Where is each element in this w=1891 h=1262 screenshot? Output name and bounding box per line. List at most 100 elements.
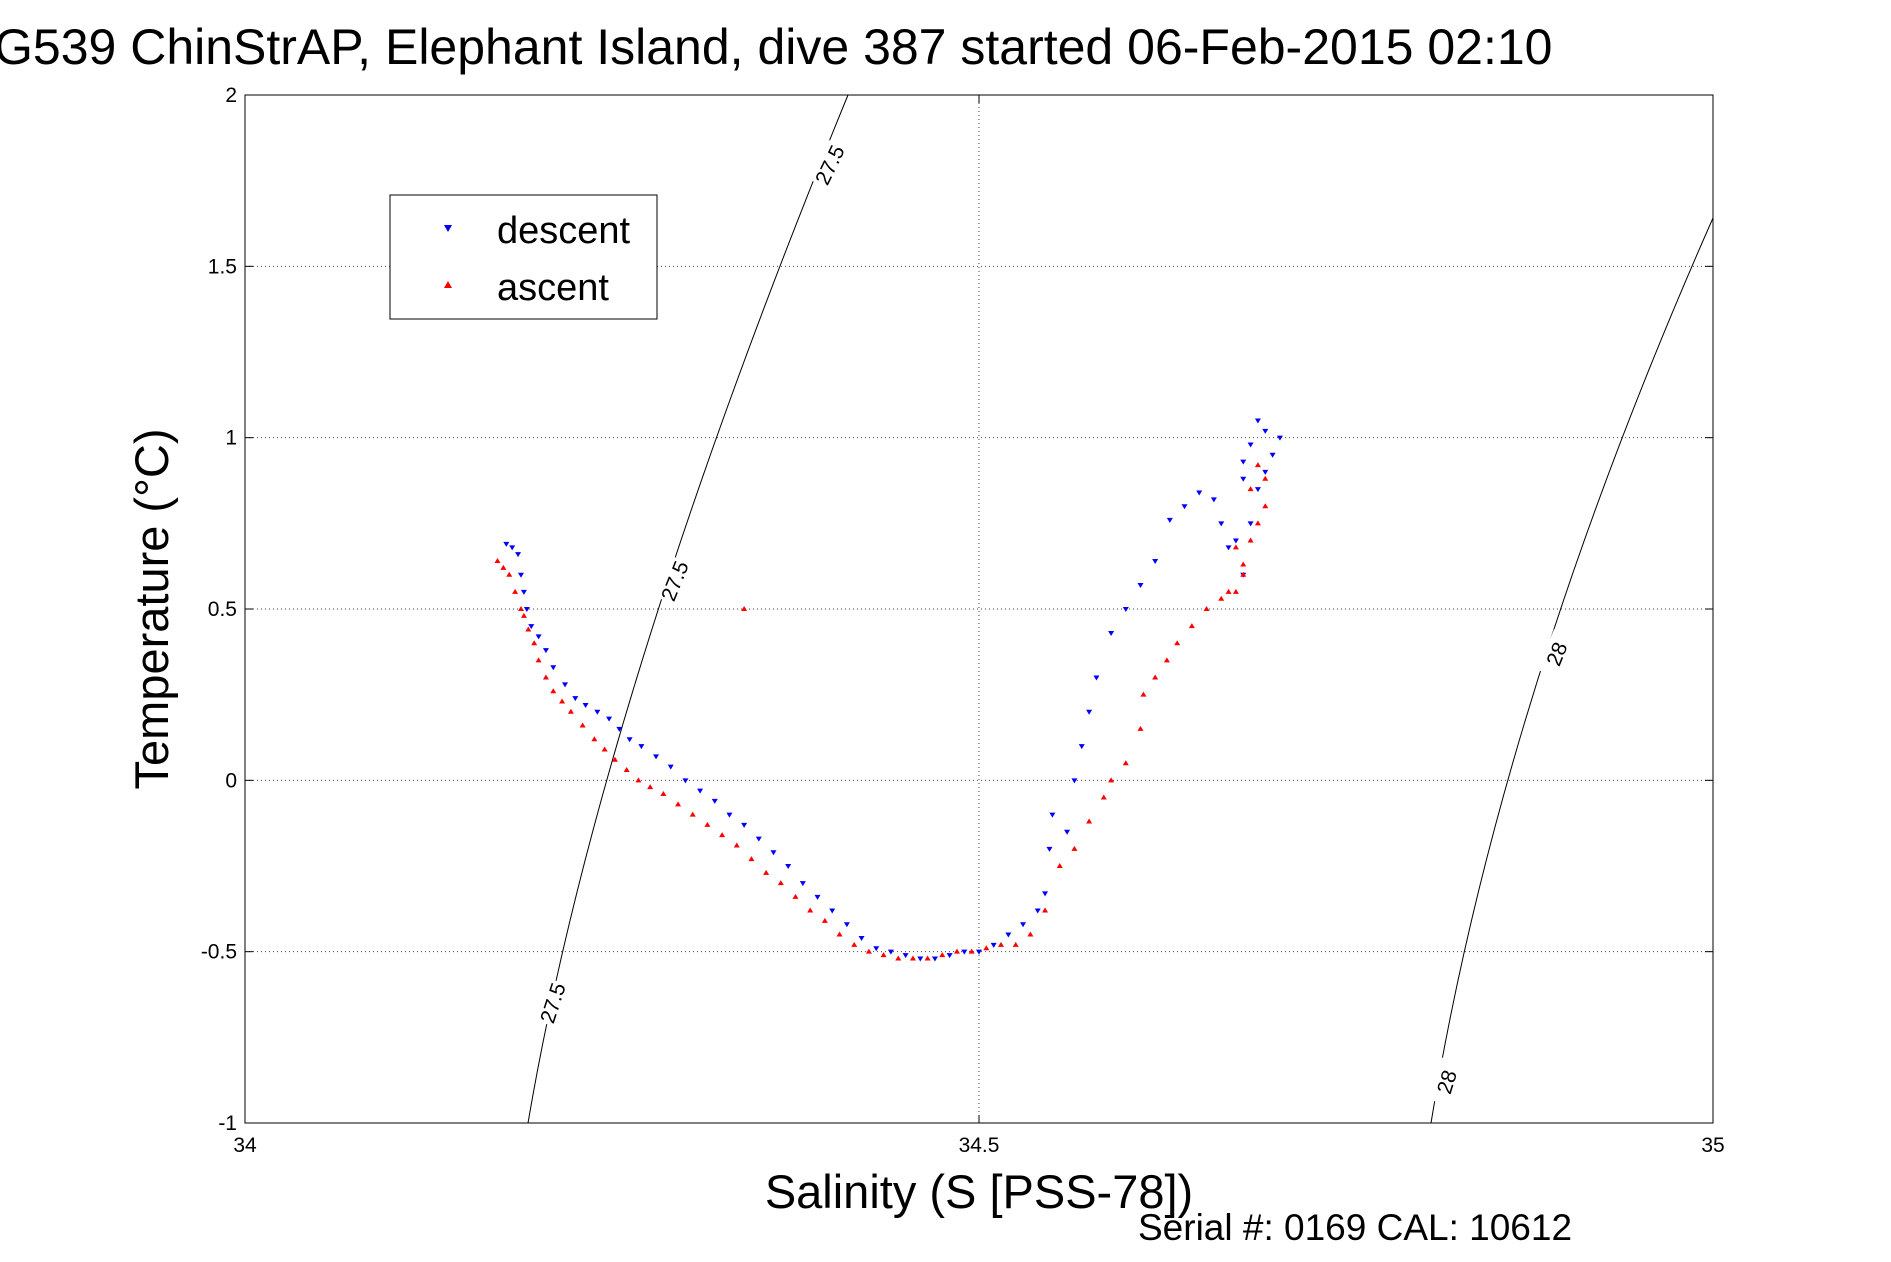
descent-point bbox=[1254, 418, 1261, 424]
ascent-point bbox=[792, 893, 799, 899]
ascent-point bbox=[1240, 561, 1247, 567]
serial-footer: Serial #: 0169 CAL: 10612 bbox=[1138, 1207, 1572, 1248]
descent-point bbox=[1034, 908, 1041, 914]
ascent-point bbox=[1262, 503, 1269, 509]
ascent-point bbox=[939, 952, 946, 958]
descent-point bbox=[961, 949, 968, 955]
ascent-point bbox=[1140, 691, 1147, 697]
ascent-point bbox=[909, 955, 916, 961]
descent-point bbox=[1166, 517, 1173, 523]
descent-point bbox=[1196, 490, 1203, 496]
descent-point bbox=[535, 634, 542, 640]
ascent-point bbox=[1174, 640, 1181, 646]
descent-point bbox=[697, 788, 704, 794]
descent-point bbox=[785, 864, 792, 869]
ascent-point bbox=[865, 948, 872, 954]
ascent-point bbox=[1071, 845, 1078, 851]
descent-point bbox=[990, 942, 997, 948]
ascent-point bbox=[748, 856, 755, 862]
descent-point bbox=[1247, 521, 1254, 527]
ascent-point bbox=[623, 767, 630, 773]
ascent-point bbox=[777, 880, 784, 886]
descent-point bbox=[741, 822, 748, 828]
descent-point bbox=[829, 908, 836, 914]
descent-point bbox=[572, 696, 579, 702]
ascent-point bbox=[1254, 462, 1261, 468]
isopycnal-label-bg bbox=[809, 139, 851, 191]
ascent-point bbox=[567, 708, 574, 714]
ascent-point bbox=[1240, 571, 1247, 577]
legend-marker-ascent bbox=[444, 281, 452, 288]
ascent-point bbox=[968, 948, 975, 954]
descent-point bbox=[1240, 459, 1247, 465]
ascent-point bbox=[1188, 623, 1195, 629]
legend-box bbox=[389, 194, 658, 320]
descent-point bbox=[1262, 469, 1269, 475]
y-tick-label: 1.5 bbox=[208, 255, 237, 278]
descent-point bbox=[1049, 812, 1056, 818]
ascent-point bbox=[1247, 537, 1254, 543]
descent-point bbox=[528, 624, 535, 630]
data-points bbox=[494, 418, 1283, 962]
isopycnal-label-bg bbox=[1537, 629, 1577, 679]
ascent-point bbox=[763, 869, 770, 875]
ascent-point bbox=[733, 842, 740, 848]
ascent-point bbox=[535, 657, 542, 663]
descent-point bbox=[1046, 846, 1053, 852]
ascent-point bbox=[821, 917, 828, 923]
descent-point bbox=[509, 545, 516, 551]
descent-point bbox=[582, 702, 589, 708]
descent-point bbox=[814, 894, 821, 900]
descent-point bbox=[638, 744, 645, 750]
ascent-point bbox=[1225, 588, 1232, 594]
ascent-point bbox=[880, 952, 887, 958]
descent-point bbox=[562, 682, 569, 688]
descent-point bbox=[1042, 891, 1049, 897]
descent-point bbox=[515, 552, 522, 558]
descent-point bbox=[902, 953, 909, 959]
ascent-point bbox=[983, 945, 990, 951]
ascent-point bbox=[924, 955, 931, 961]
ascent-point bbox=[1152, 674, 1159, 680]
descent-point bbox=[1093, 675, 1100, 681]
legend-label-ascent: ascent bbox=[497, 267, 609, 309]
descent-point bbox=[542, 648, 549, 654]
descent-point bbox=[946, 953, 953, 959]
x-axis-label: Salinity (S [PSS-78]) bbox=[765, 1165, 1193, 1218]
descent-point bbox=[1152, 559, 1159, 565]
descent-point bbox=[1254, 487, 1261, 493]
descent-point bbox=[1137, 583, 1144, 589]
descent-point bbox=[520, 589, 527, 595]
ascent-point bbox=[704, 821, 711, 827]
descent-point bbox=[1262, 428, 1269, 434]
ascent-point bbox=[1137, 725, 1144, 731]
ascent-point bbox=[1232, 588, 1239, 594]
chart-title: G539 ChinStrAP, Elephant Island, dive 38… bbox=[0, 19, 1552, 75]
descent-point bbox=[1240, 476, 1247, 482]
ascent-point bbox=[611, 756, 618, 762]
isopycnal-line bbox=[1430, 217, 1714, 1124]
descent-point bbox=[626, 737, 633, 743]
descent-point bbox=[1071, 778, 1078, 784]
y-tick-label: 1 bbox=[225, 427, 237, 450]
ascent-point bbox=[851, 941, 858, 947]
ascent-point bbox=[1262, 475, 1269, 481]
y-tick-label: 0 bbox=[225, 769, 237, 792]
ascent-point bbox=[953, 948, 960, 954]
descent-point bbox=[917, 956, 924, 962]
descent-point bbox=[858, 935, 865, 941]
ascent-point bbox=[1163, 657, 1170, 663]
descent-point bbox=[667, 764, 674, 770]
isopycnal-label-bg bbox=[534, 978, 572, 1028]
ascent-point bbox=[542, 674, 549, 680]
ascent-point bbox=[559, 698, 566, 704]
descent-point bbox=[1064, 829, 1071, 835]
ascent-point bbox=[500, 564, 507, 570]
descent-point bbox=[726, 812, 733, 818]
ascent-point bbox=[1056, 863, 1063, 868]
ascent-point bbox=[591, 736, 598, 742]
ascent-point bbox=[494, 558, 501, 564]
descent-point bbox=[770, 850, 777, 856]
descent-point bbox=[755, 836, 762, 842]
